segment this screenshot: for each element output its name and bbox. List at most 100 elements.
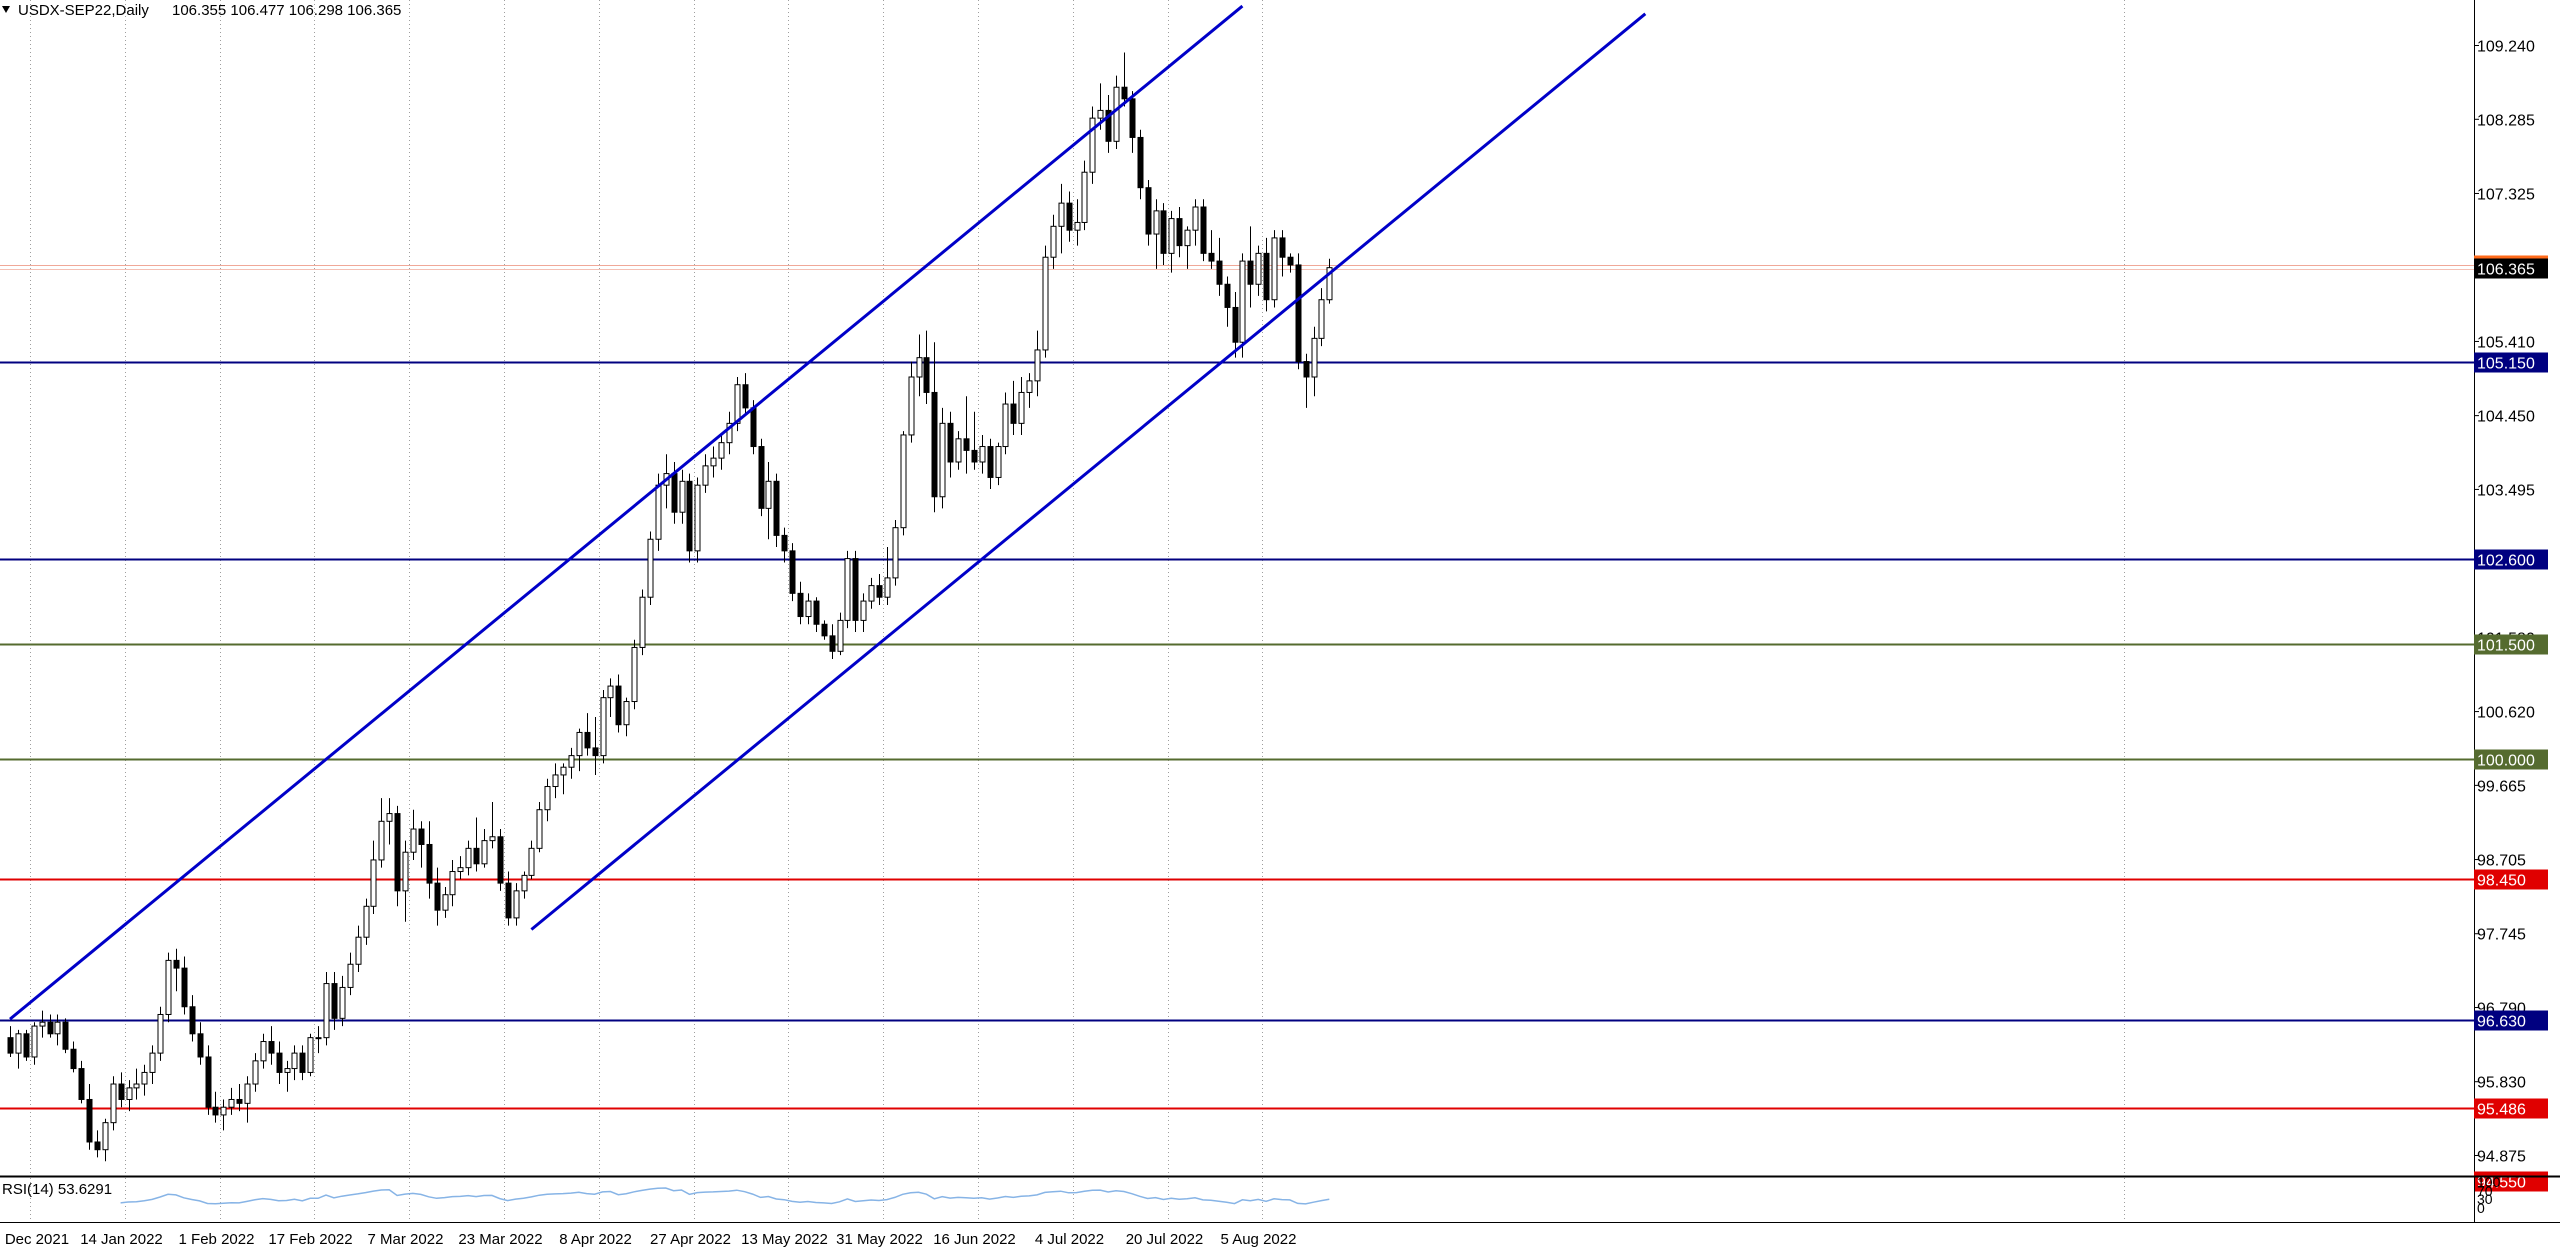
candle <box>118 1072 125 1108</box>
candle <box>386 798 393 845</box>
candle-body <box>844 558 851 621</box>
candle-body <box>7 1037 14 1054</box>
candle <box>212 1091 219 1123</box>
candle-body <box>276 1052 283 1073</box>
candle-body <box>1097 109 1104 119</box>
candle-body <box>947 422 954 463</box>
candle <box>15 1029 22 1069</box>
candle-body <box>86 1098 93 1143</box>
time-axis-label: 29 Dec 2021 <box>0 1231 69 1248</box>
candle <box>916 334 923 397</box>
candle <box>291 1045 298 1081</box>
candle-body <box>1160 210 1167 254</box>
candle <box>276 1041 283 1085</box>
candle-body <box>963 438 970 451</box>
time-axis-label: 13 May 2022 <box>741 1231 828 1248</box>
candle-body <box>552 774 559 788</box>
candle-body <box>1184 229 1191 247</box>
candle <box>947 411 954 478</box>
trend-channel[interactable] <box>9 4 1647 1021</box>
rsi-scale-label: 70 <box>2477 1183 2493 1199</box>
candle-body <box>584 731 591 749</box>
candle-body <box>837 619 844 652</box>
candle <box>892 519 899 586</box>
candle-body <box>931 391 938 498</box>
candle-body <box>1042 256 1049 351</box>
candle <box>307 1033 314 1077</box>
price-tag-box <box>2474 1010 2548 1031</box>
candle-body <box>521 874 528 892</box>
candle-body <box>1318 299 1325 339</box>
candle <box>513 883 520 926</box>
candle <box>228 1087 235 1115</box>
rsi-panel-background <box>0 1177 2474 1222</box>
candle <box>1089 106 1096 184</box>
price-axis-label: 103.495 <box>2477 482 2535 499</box>
candle <box>497 829 504 891</box>
candle <box>852 550 859 632</box>
candle-body <box>1271 237 1278 301</box>
candle-body <box>576 731 583 757</box>
candle-body <box>505 882 512 919</box>
candle-body <box>1208 252 1215 262</box>
candle-body <box>979 446 986 463</box>
candle-body <box>1200 206 1207 254</box>
rsi-scale-label: 0 <box>2477 1200 2485 1216</box>
candle-body <box>228 1098 235 1108</box>
candle-body <box>813 600 820 625</box>
candle-body <box>402 851 409 892</box>
candle <box>434 867 441 926</box>
candle-body <box>971 449 978 463</box>
candle-body <box>418 828 425 845</box>
candle-body <box>347 963 354 988</box>
candle-body <box>1089 117 1096 173</box>
candle-body <box>1153 210 1160 235</box>
candle <box>1034 330 1041 397</box>
candle <box>923 330 930 405</box>
candle <box>552 763 559 799</box>
ask-price-tag-strip <box>2474 255 2548 260</box>
channel-line-upper[interactable] <box>9 4 1244 1021</box>
candle <box>694 477 701 563</box>
candle <box>1066 191 1073 242</box>
price-tag-label: 96.630 <box>2477 1014 2526 1031</box>
candle <box>1168 210 1175 273</box>
candle <box>165 952 172 1023</box>
candle <box>600 689 607 764</box>
candle <box>963 396 970 474</box>
candle <box>315 1026 322 1054</box>
candle-body <box>173 959 180 969</box>
ohlc-values: 106.355 106.477 106.298 106.365 <box>172 2 401 19</box>
channel-line-lower[interactable] <box>530 12 1647 931</box>
candle <box>837 612 844 656</box>
time-axis-label: 5 Aug 2022 <box>1221 1231 1297 1248</box>
time-axis-label: 8 Apr 2022 <box>559 1231 632 1248</box>
candle-body <box>197 1033 204 1058</box>
candle-body <box>679 480 686 513</box>
candle-body <box>1058 202 1065 227</box>
candle-body <box>244 1083 251 1104</box>
candle <box>481 829 488 868</box>
price-axis-label: 95.830 <box>2477 1075 2526 1092</box>
candle <box>7 1026 14 1057</box>
candle <box>631 639 638 710</box>
candle-body <box>1010 403 1017 424</box>
candle <box>1074 199 1081 246</box>
candle-body <box>544 786 551 811</box>
candle <box>521 871 528 899</box>
price-tag-box <box>2474 869 2548 890</box>
candle-body <box>489 836 496 842</box>
candle <box>449 859 456 907</box>
candle-body <box>284 1068 291 1073</box>
candle-body <box>568 755 575 768</box>
rsi-scale-label: 30 <box>2477 1191 2493 1207</box>
triangle-down-icon[interactable] <box>2 6 10 13</box>
candle-body <box>939 422 946 498</box>
candle-body <box>1311 337 1318 378</box>
candle <box>94 1130 101 1158</box>
candle <box>197 1022 204 1065</box>
candle-body <box>1081 171 1088 223</box>
candle <box>679 469 686 524</box>
